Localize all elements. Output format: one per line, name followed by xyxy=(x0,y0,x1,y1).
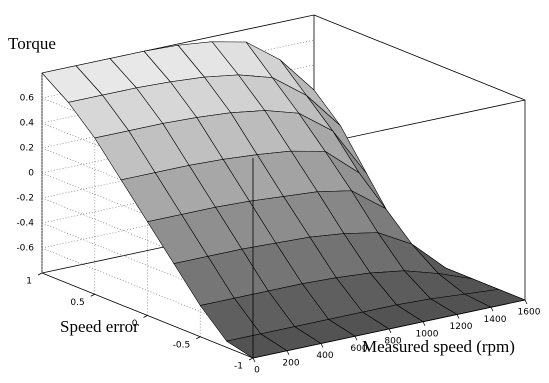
y-tick-label: 400 xyxy=(316,351,333,361)
y-tick xyxy=(354,336,358,341)
y-tick-label: 1600 xyxy=(518,308,541,318)
z-tick-label: 0.6 xyxy=(20,94,35,104)
x-tick xyxy=(37,272,43,276)
y-tick xyxy=(252,357,256,363)
x-tick xyxy=(143,315,148,318)
z-tick-label: -0.4 xyxy=(16,219,34,229)
box-edge xyxy=(313,14,526,101)
y-tick-label: 0 xyxy=(254,366,260,376)
x-tick-label: -1 xyxy=(234,362,243,372)
y-tick-label: 1400 xyxy=(484,315,507,325)
y-tick xyxy=(524,299,528,305)
z-tick-label: 0 xyxy=(28,169,34,179)
x-axis-label: Speed error xyxy=(60,317,139,336)
y-tick xyxy=(456,314,460,319)
box-edge xyxy=(252,299,526,359)
y-tick xyxy=(320,343,324,348)
z-tick-label: 0.2 xyxy=(20,144,34,154)
z-tick-label: -0.2 xyxy=(16,194,34,204)
x-tick xyxy=(248,357,254,361)
z-axis-label: Torque xyxy=(8,34,56,53)
y-tick-label: 200 xyxy=(282,358,299,368)
x-tick-label: 1 xyxy=(26,277,32,287)
x-tick-label: -0.5 xyxy=(173,340,191,350)
y-tick-label: 800 xyxy=(384,337,401,347)
y-tick xyxy=(490,307,494,312)
x-tick xyxy=(196,336,201,340)
y-axis-label: Measured speed (rpm) xyxy=(362,337,515,356)
grid-line xyxy=(41,39,315,99)
x-tick xyxy=(90,293,95,297)
y-tick xyxy=(388,328,392,334)
x-tick-label: 0.5 xyxy=(70,298,84,308)
box-edge xyxy=(41,272,254,359)
y-tick xyxy=(286,350,290,355)
y-tick-label: 1000 xyxy=(416,329,439,339)
y-tick-label: 1200 xyxy=(450,322,473,332)
z-tick-label: -0.6 xyxy=(16,244,34,254)
x-tick-label: 0 xyxy=(132,319,138,329)
z-tick-label: 0.4 xyxy=(20,119,35,129)
y-tick-label: 600 xyxy=(350,344,367,354)
y-tick xyxy=(422,321,426,326)
